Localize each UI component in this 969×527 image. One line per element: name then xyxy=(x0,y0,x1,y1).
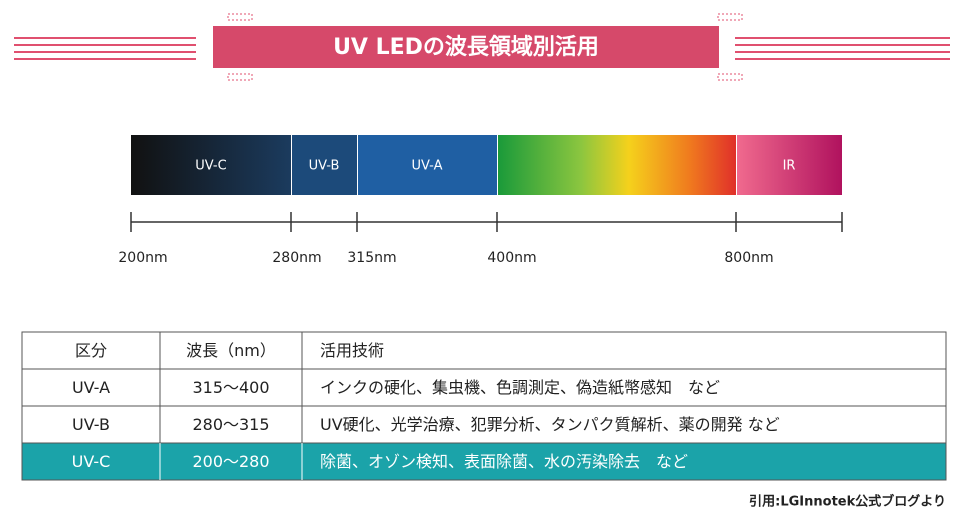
row xyxy=(21,368,947,407)
cell: 280〜315 xyxy=(192,415,269,434)
scale xyxy=(130,212,843,232)
band-ir xyxy=(737,135,842,195)
cell: UV硬化、光学治療、犯罪分析、タンパク質解析、薬の開発 など xyxy=(320,415,780,434)
cell: 200〜280 xyxy=(192,452,269,471)
spectrum: UV-C UV-B UV-A IR 200nm 280nm 315nm 400n… xyxy=(118,135,843,266)
tick-label: 400nm xyxy=(487,250,536,266)
cell: UV-C xyxy=(72,452,111,471)
band-label: UV-B xyxy=(309,159,340,174)
header-cell: 区分 xyxy=(75,341,107,360)
band-label: UV-C xyxy=(195,159,226,174)
banner-box xyxy=(213,26,719,68)
band-uva xyxy=(358,135,497,195)
cell: UV-B xyxy=(72,415,110,434)
tick-label: 800nm xyxy=(724,250,773,266)
row xyxy=(21,405,947,444)
row xyxy=(21,331,947,370)
band-label: UV-A xyxy=(412,159,443,174)
stripes xyxy=(14,13,950,81)
tick-label: 200nm xyxy=(118,250,167,266)
cell: UV-A xyxy=(72,378,110,397)
header-cell: 活用技術 xyxy=(320,341,384,360)
cell: 315〜400 xyxy=(192,378,269,397)
cell: 除菌、オゾン検知、表面除菌、水の汚染除去 など xyxy=(320,452,688,471)
tick-label: 315nm xyxy=(347,250,396,266)
title: UV LEDの波長領域別活用 xyxy=(333,34,599,60)
band-label: IR xyxy=(783,159,796,174)
header-cell: 波長（nm） xyxy=(186,341,276,360)
table: 区分 波長（nm） 活用技術 UV-A 315〜400 インクの硬化、集虫機、色調測定、偽… xyxy=(21,331,947,481)
source: 引用:LGInnotek公式ブログより xyxy=(749,494,946,510)
band-uvc xyxy=(131,135,291,195)
cell: インクの硬化、集虫機、色調測定、偽造紙幣感知 など xyxy=(320,378,720,397)
tick-label: 280nm xyxy=(272,250,321,266)
band-uvb xyxy=(292,135,357,195)
banner: UV LEDの波長領域別活用 xyxy=(14,13,950,81)
band-visible xyxy=(498,135,736,195)
row-highlight xyxy=(21,442,947,481)
